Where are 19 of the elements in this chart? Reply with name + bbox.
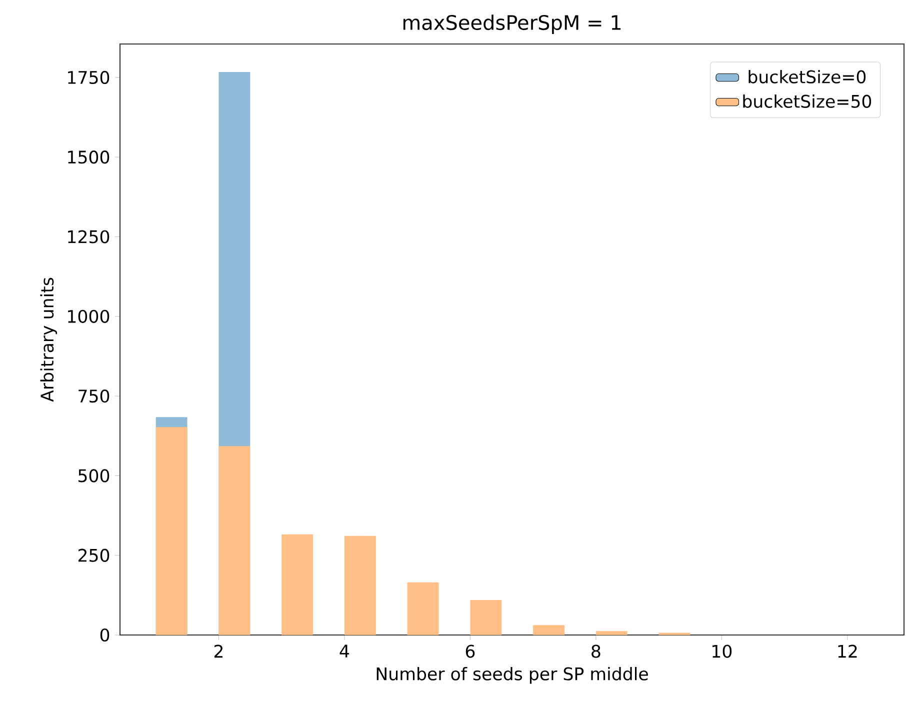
y-tick-label: 1500 [68, 150, 110, 164]
chart-title: maxSeedsPerSpM = 1 [403, 14, 621, 34]
y-tick-label: 1000 [68, 310, 110, 323]
y-tick-label: 250 [78, 548, 110, 562]
y-axis-title: Arbitrary units [40, 278, 58, 402]
x-tick-label: 6 [466, 644, 475, 658]
x-axis-title: Number of seeds per SP middle [376, 666, 648, 684]
y-tick-label: 1250 [68, 230, 110, 244]
y-tick-label: 750 [78, 390, 110, 403]
x-tick-label: 10 [712, 644, 732, 658]
x-tick-label: 8 [592, 644, 600, 658]
y-tick-label: 1750 [68, 70, 110, 84]
legend-label: bucketSize=50 [743, 94, 872, 108]
y-tick-label: 500 [78, 469, 110, 482]
x-tick-label: 4 [340, 644, 349, 658]
y-tick-label: 0 [100, 628, 110, 642]
x-tick-label: 12 [838, 644, 857, 658]
x-tick-label: 2 [214, 644, 222, 658]
legend-label: bucketSize=0 [748, 70, 866, 84]
